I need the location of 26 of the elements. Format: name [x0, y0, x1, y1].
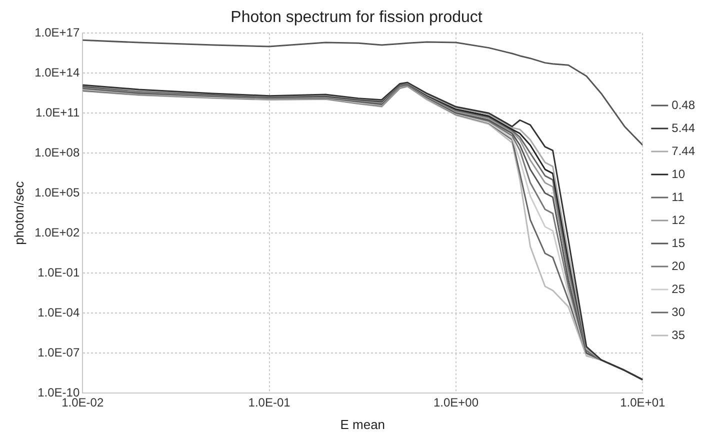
legend-label: 7.44: [672, 144, 696, 158]
y-tick-label: 1.0E+08: [34, 145, 80, 160]
x-axis-title: E mean: [340, 416, 386, 432]
x-tick-label: 1.0E+01: [620, 396, 666, 410]
y-tick-label: 1.0E+02: [34, 225, 80, 240]
legend-label: 20: [672, 258, 686, 273]
legend-label: 25: [672, 282, 686, 296]
legend-label: 5.44: [672, 120, 696, 135]
legend-label: 0.48: [672, 98, 696, 112]
y-tick-label: 1.0E+11: [35, 105, 80, 120]
legend-label: 30: [672, 304, 686, 319]
y-tick-label: 1.0E-07: [38, 345, 80, 360]
legend-label: 35: [672, 328, 686, 342]
y-tick-label: 1.0E+17: [34, 26, 80, 40]
x-tick-label: 1.0E-01: [248, 396, 291, 410]
chart-title: Photon spectrum for fission product: [230, 9, 483, 26]
y-tick-label: 1.0E+05: [34, 185, 80, 200]
legend-label: 12: [672, 212, 686, 227]
legend-label: 15: [672, 236, 686, 250]
legend-label: 11: [672, 190, 684, 204]
x-tick-label: 1.0E+00: [433, 396, 479, 410]
y-tick-label: 1.0E-04: [38, 305, 80, 320]
y-tick-label: 1.0E-01: [38, 265, 80, 280]
y-axis-title: photon/sec: [11, 180, 26, 245]
legend-label: 10: [672, 166, 686, 181]
y-tick-label: 1.0E+14: [34, 65, 80, 80]
